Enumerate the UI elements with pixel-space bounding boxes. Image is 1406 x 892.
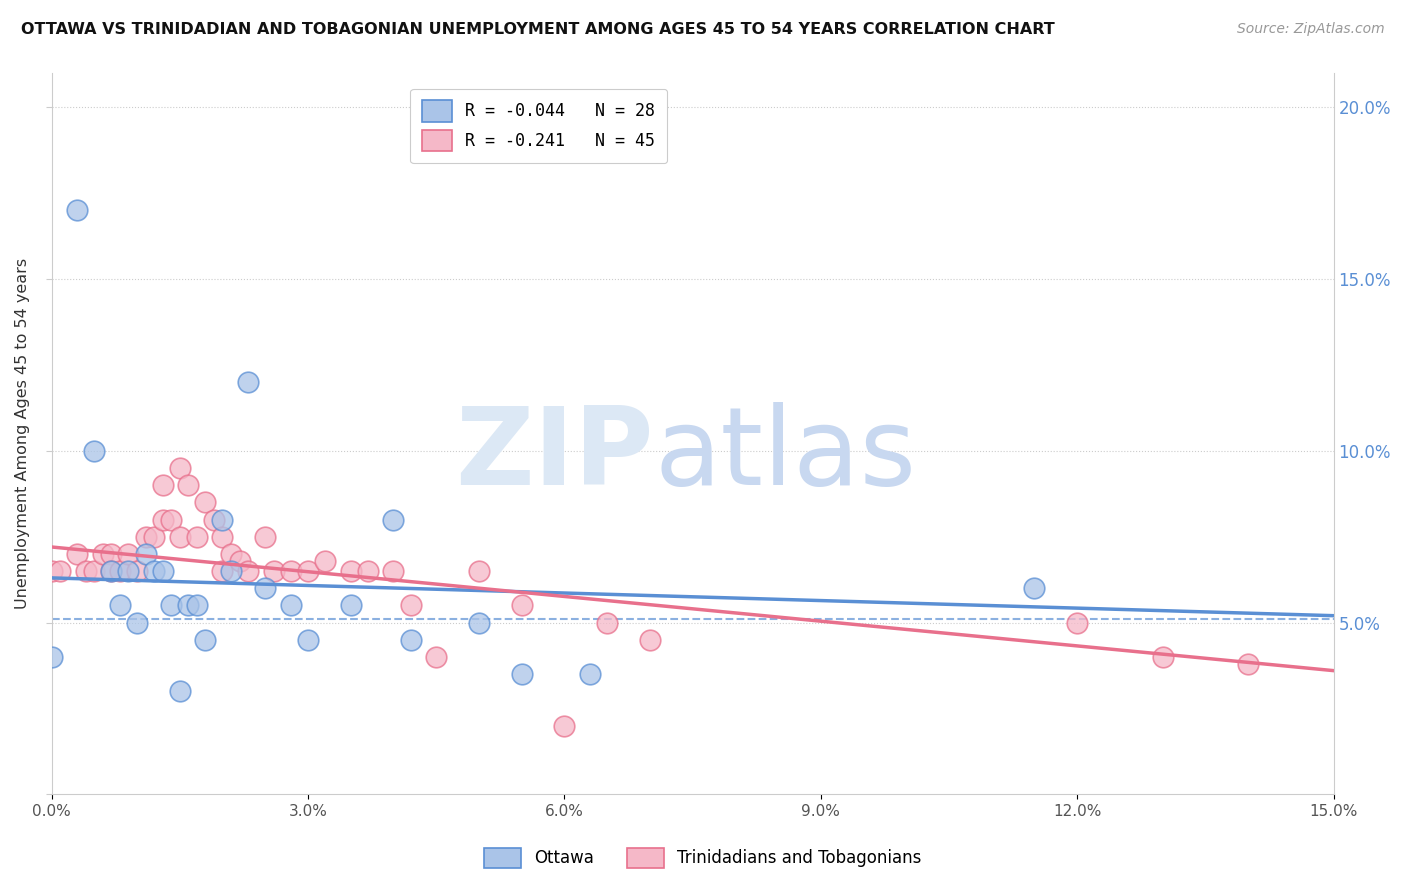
Legend: Ottawa, Trinidadians and Tobagonians: Ottawa, Trinidadians and Tobagonians: [478, 841, 928, 875]
Point: [510, 667, 533, 681]
Point: [236, 564, 259, 578]
Y-axis label: Unemployment Among Ages 45 to 54 years: Unemployment Among Ages 45 to 54 years: [15, 258, 30, 609]
Point: [169, 684, 191, 698]
Point: [638, 632, 661, 647]
Point: [100, 564, 122, 578]
Text: Source: ZipAtlas.com: Source: ZipAtlas.com: [1237, 22, 1385, 37]
Point: [314, 554, 336, 568]
Point: [117, 564, 139, 578]
Point: [108, 564, 131, 578]
Point: [219, 547, 242, 561]
Point: [83, 564, 105, 578]
Point: [125, 564, 148, 578]
Point: [41, 649, 63, 664]
Point: [297, 632, 319, 647]
Point: [194, 632, 217, 647]
Point: [1024, 581, 1046, 595]
Point: [100, 547, 122, 561]
Point: [152, 512, 174, 526]
Point: [186, 530, 208, 544]
Point: [339, 564, 361, 578]
Point: [135, 547, 157, 561]
Point: [211, 564, 233, 578]
Point: [49, 564, 72, 578]
Point: [468, 564, 491, 578]
Point: [339, 599, 361, 613]
Point: [510, 599, 533, 613]
Point: [75, 564, 97, 578]
Text: OTTAWA VS TRINIDADIAN AND TOBAGONIAN UNEMPLOYMENT AMONG AGES 45 TO 54 YEARS CORR: OTTAWA VS TRINIDADIAN AND TOBAGONIAN UNE…: [21, 22, 1054, 37]
Point: [83, 443, 105, 458]
Point: [236, 375, 259, 389]
Point: [425, 649, 447, 664]
Point: [280, 599, 302, 613]
Point: [1066, 615, 1088, 630]
Point: [143, 564, 166, 578]
Point: [596, 615, 619, 630]
Point: [382, 564, 405, 578]
Point: [382, 512, 405, 526]
Point: [66, 203, 89, 218]
Point: [211, 530, 233, 544]
Legend: R = -0.044   N = 28, R = -0.241   N = 45: R = -0.044 N = 28, R = -0.241 N = 45: [411, 88, 666, 163]
Point: [202, 512, 225, 526]
Point: [177, 478, 200, 492]
Point: [579, 667, 602, 681]
Point: [152, 564, 174, 578]
Point: [41, 564, 63, 578]
Point: [66, 547, 89, 561]
Point: [468, 615, 491, 630]
Point: [169, 461, 191, 475]
Point: [91, 547, 114, 561]
Point: [228, 554, 250, 568]
Point: [399, 632, 422, 647]
Point: [211, 512, 233, 526]
Point: [254, 530, 277, 544]
Point: [125, 615, 148, 630]
Point: [100, 564, 122, 578]
Point: [152, 478, 174, 492]
Point: [553, 718, 575, 732]
Point: [177, 599, 200, 613]
Point: [186, 599, 208, 613]
Point: [1152, 649, 1174, 664]
Text: atlas: atlas: [654, 402, 917, 508]
Point: [297, 564, 319, 578]
Point: [143, 530, 166, 544]
Point: [194, 495, 217, 509]
Point: [280, 564, 302, 578]
Point: [254, 581, 277, 595]
Point: [108, 599, 131, 613]
Point: [135, 530, 157, 544]
Point: [263, 564, 285, 578]
Text: ZIP: ZIP: [456, 402, 654, 508]
Point: [1237, 657, 1260, 671]
Point: [169, 530, 191, 544]
Point: [219, 564, 242, 578]
Point: [160, 512, 183, 526]
Point: [160, 599, 183, 613]
Point: [117, 547, 139, 561]
Point: [399, 599, 422, 613]
Point: [357, 564, 380, 578]
